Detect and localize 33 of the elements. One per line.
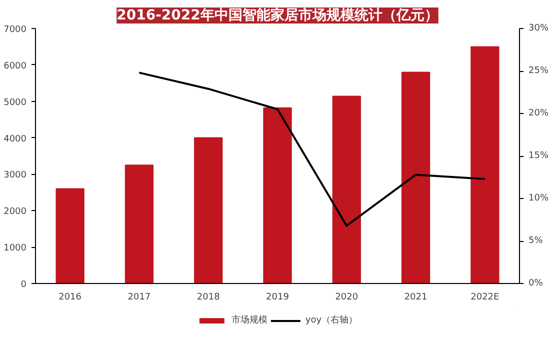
bar bbox=[401, 72, 430, 284]
bar bbox=[56, 188, 84, 284]
y-tick-label: 0 bbox=[20, 280, 27, 290]
y2-tick-label: 0% bbox=[528, 278, 544, 288]
y2-tick-label: 5% bbox=[528, 236, 544, 246]
y-tick-label: 1000 bbox=[4, 244, 27, 254]
bar bbox=[470, 46, 500, 284]
y-tick-label: 7000 bbox=[4, 25, 27, 35]
x-tick-label: 2022E bbox=[470, 292, 500, 302]
y-tick-label: 3000 bbox=[4, 170, 27, 181]
y2-tick-label: 10% bbox=[528, 194, 549, 204]
legend-label: yoy（右轴） bbox=[305, 314, 358, 326]
y-tick-label: 6000 bbox=[4, 61, 27, 72]
bar bbox=[263, 107, 292, 284]
bar bbox=[194, 137, 223, 284]
legend-label: 市场规模 bbox=[231, 314, 268, 326]
y2-tick-label: 15% bbox=[528, 151, 549, 161]
bar bbox=[124, 164, 154, 284]
bar bbox=[332, 96, 361, 284]
y2-tick-label: 25% bbox=[528, 66, 549, 76]
x-tick-label: 2021 bbox=[404, 292, 428, 302]
x-tick-label: 2020 bbox=[335, 292, 358, 302]
y2-tick-label: 20% bbox=[528, 108, 549, 118]
x-tick-label: 2016 bbox=[58, 292, 82, 302]
x-tick-label: 2018 bbox=[196, 292, 220, 302]
y2-tick-label: 30% bbox=[528, 24, 549, 34]
y-tick-label: 2000 bbox=[4, 207, 27, 218]
x-tick-label: 2017 bbox=[128, 292, 151, 302]
chart-title: 2016-2022年中国智能家居市场规模统计（亿元） bbox=[116, 6, 438, 24]
y-tick-label: 5000 bbox=[4, 98, 27, 108]
line-series bbox=[138, 72, 486, 227]
x-tick-label: 2019 bbox=[266, 292, 290, 302]
y-tick-label: 4000 bbox=[4, 134, 27, 144]
